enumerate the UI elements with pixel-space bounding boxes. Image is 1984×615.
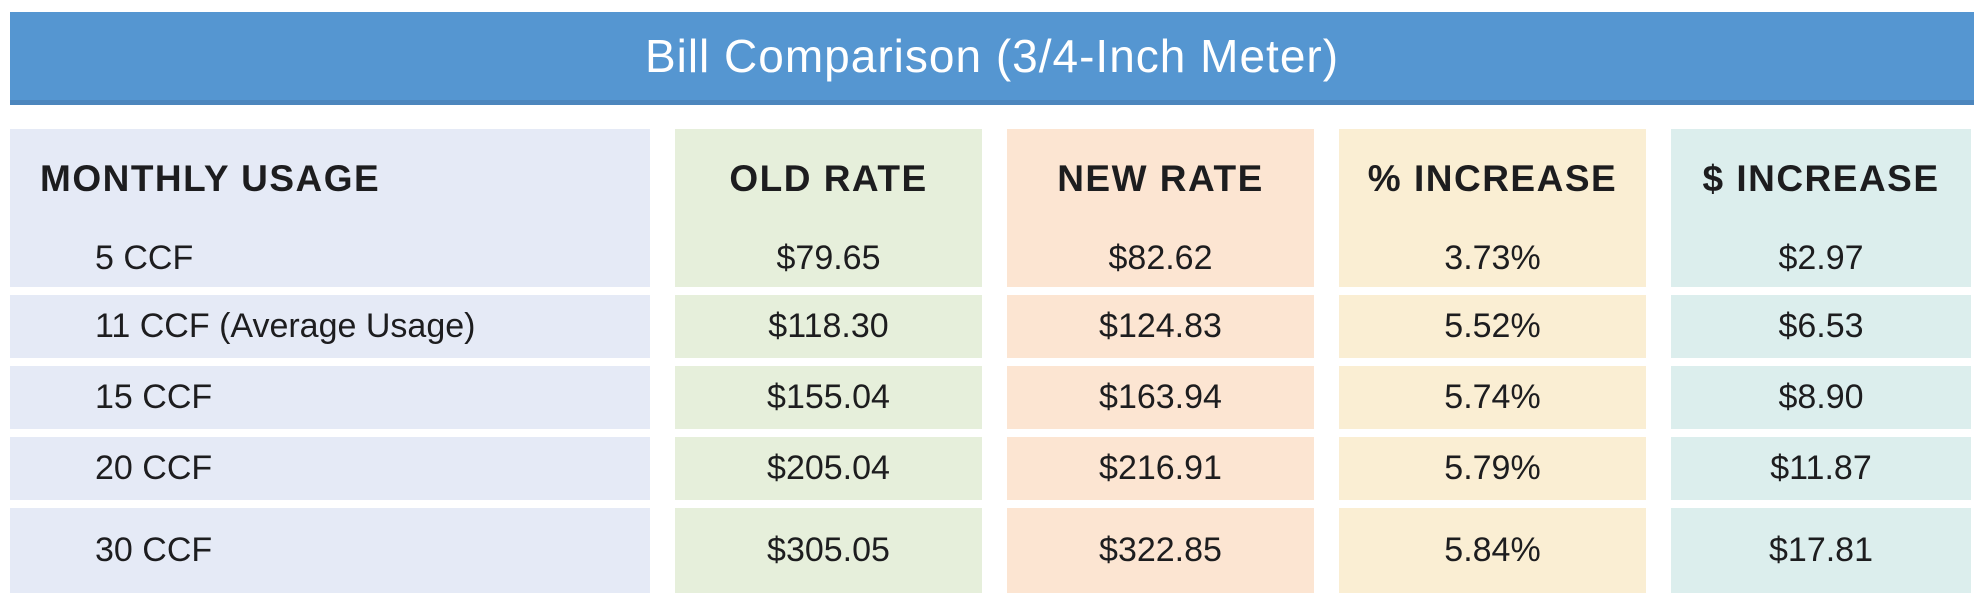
new-rate-cell-row4: $216.91 (1007, 437, 1314, 500)
pct-increase-cell-row4: 5.79% (1339, 437, 1646, 500)
column-dollar-increase: $ INCREASE $2.97 $6.53 $8.90 $11.87 $17.… (1671, 129, 1971, 593)
col-header-monthly-usage: MONTHLY USAGE (40, 158, 381, 199)
new-rate-cell-row3: $163.94 (1007, 366, 1314, 429)
col-header-new-rate: NEW RATE (1057, 158, 1264, 199)
old-rate-cell-row1: $79.65 (776, 238, 881, 277)
dollar-increase-cell-row5: $17.81 (1671, 508, 1971, 593)
pct-increase-cell-row5: 5.84% (1339, 508, 1646, 593)
pct-increase-header-group: % INCREASE 3.73% (1339, 129, 1646, 287)
col-header-dollar-increase: $ INCREASE (1702, 158, 1940, 199)
usage-cell-row3: 15 CCF (10, 366, 650, 429)
pct-increase-cell-row3: 5.74% (1339, 366, 1646, 429)
usage-cell-row4: 20 CCF (10, 437, 650, 500)
col-header-pct-increase: % INCREASE (1367, 158, 1618, 199)
usage-cell-row5: 30 CCF (10, 508, 650, 593)
old-rate-cell-row4: $205.04 (675, 437, 982, 500)
old-rate-header-group: OLD RATE $79.65 (675, 129, 982, 287)
page-title: Bill Comparison (3/4-Inch Meter) (644, 30, 1340, 82)
dollar-increase-cell-row1: $2.97 (1778, 238, 1864, 277)
usage-cell-row1: 5 CCF (95, 238, 194, 277)
pct-increase-cell-row1: 3.73% (1444, 238, 1541, 277)
column-pct-increase: % INCREASE 3.73% 5.52% 5.74% 5.79% 5.84% (1339, 129, 1646, 593)
column-monthly-usage: MONTHLY USAGE 5 CCF 11 CCF (Average Usag… (10, 129, 650, 593)
new-rate-cell-row5: $322.85 (1007, 508, 1314, 593)
col-header-old-rate: OLD RATE (729, 158, 928, 199)
new-rate-cell-row2: $124.83 (1007, 295, 1314, 358)
dollar-increase-cell-row3: $8.90 (1671, 366, 1971, 429)
dollar-increase-header-group: $ INCREASE $2.97 (1671, 129, 1971, 287)
old-rate-cell-row2: $118.30 (675, 295, 982, 358)
new-rate-cell-row1: $82.62 (1108, 238, 1213, 277)
dollar-increase-cell-row2: $6.53 (1671, 295, 1971, 358)
old-rate-cell-row3: $155.04 (675, 366, 982, 429)
old-rate-cell-row5: $305.05 (675, 508, 982, 593)
column-new-rate: NEW RATE $82.62 $124.83 $163.94 $216.91 … (1007, 129, 1314, 593)
bill-comparison-table: MONTHLY USAGE 5 CCF 11 CCF (Average Usag… (10, 129, 1974, 593)
pct-increase-cell-row2: 5.52% (1339, 295, 1646, 358)
usage-cell-row2: 11 CCF (Average Usage) (10, 295, 650, 358)
bill-comparison-page: Bill Comparison (3/4-Inch Meter) MONTHLY… (10, 12, 1974, 593)
title-bar: Bill Comparison (3/4-Inch Meter) (10, 12, 1974, 105)
column-old-rate: OLD RATE $79.65 $118.30 $155.04 $205.04 … (675, 129, 982, 593)
monthly-usage-header-group: MONTHLY USAGE 5 CCF (10, 129, 650, 287)
dollar-increase-cell-row4: $11.87 (1671, 437, 1971, 500)
new-rate-header-group: NEW RATE $82.62 (1007, 129, 1314, 287)
